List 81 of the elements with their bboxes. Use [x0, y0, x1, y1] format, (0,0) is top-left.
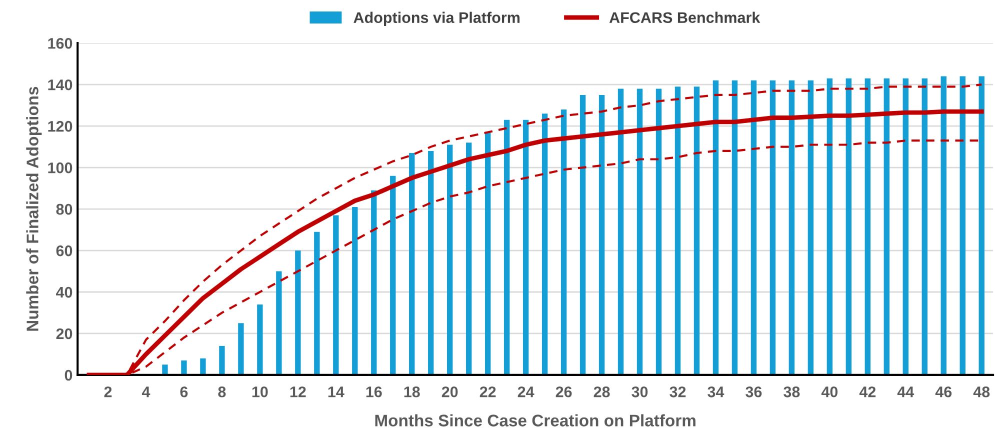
x-tick-label: 20	[442, 386, 458, 398]
x-tick-label: 24	[518, 386, 534, 398]
bar	[788, 80, 795, 375]
bar	[219, 346, 225, 375]
bar	[750, 80, 757, 375]
bar	[598, 94, 605, 375]
y-tick-label: 20	[56, 328, 72, 340]
bar	[314, 232, 320, 375]
bar	[504, 120, 510, 375]
bar	[522, 120, 529, 375]
bar	[352, 206, 358, 375]
bar	[826, 78, 833, 375]
x-tick-label: 22	[480, 386, 496, 398]
bar	[181, 360, 187, 375]
x-axis-title: Months Since Case Creation on Platform	[375, 414, 696, 426]
legend-label: AFCARS Benchmark	[609, 12, 760, 24]
bar	[636, 88, 643, 375]
bar	[371, 190, 377, 375]
legend-label: Adoptions via Platform	[354, 12, 520, 26]
bar	[674, 86, 681, 375]
bar	[656, 88, 662, 375]
bar	[466, 142, 472, 375]
bar	[560, 109, 567, 375]
x-tick-label: 6	[180, 386, 188, 398]
y-tick-label: 0	[64, 370, 72, 381]
bar	[960, 76, 966, 375]
bar	[712, 80, 719, 375]
bar	[390, 176, 396, 375]
bar	[409, 153, 415, 375]
bar	[902, 78, 908, 375]
y-tick-label: 160	[48, 38, 72, 49]
x-tick-label: 16	[366, 386, 382, 398]
x-tick-label: 18	[404, 386, 420, 398]
x-tick-label: 12	[290, 386, 306, 398]
y-tick-label: 60	[56, 245, 72, 256]
y-tick-label: 40	[56, 286, 72, 298]
y-axis-title: Number of Finalized Adoptions	[26, 86, 42, 331]
bar	[238, 323, 244, 375]
bar	[162, 364, 168, 375]
x-tick-label: 48	[973, 386, 990, 398]
x-tick-label: 30	[632, 386, 648, 398]
y-tick-label: 80	[56, 204, 72, 215]
bar	[447, 144, 453, 375]
bar	[580, 94, 586, 375]
bar	[618, 88, 624, 375]
bar	[864, 78, 871, 375]
bar	[978, 76, 984, 375]
x-tick-label: 4	[142, 386, 150, 398]
bar	[333, 215, 339, 375]
x-tick-label: 2	[104, 386, 112, 398]
y-tick-label: 120	[48, 120, 72, 132]
x-tick-label: 42	[859, 386, 876, 398]
x-tick-label: 28	[594, 386, 610, 398]
x-tick-label: 44	[897, 386, 914, 398]
x-tick-label: 40	[821, 386, 838, 398]
x-tick-label: 46	[935, 386, 952, 398]
bar	[484, 132, 491, 375]
bar	[770, 80, 776, 375]
x-tick-label: 14	[328, 386, 344, 398]
bar	[732, 80, 738, 375]
bar	[542, 114, 548, 375]
bar	[884, 78, 890, 375]
x-tick-label: 38	[784, 386, 800, 398]
x-tick-label: 26	[556, 386, 572, 398]
bar	[276, 271, 282, 375]
bar	[846, 78, 852, 375]
bar	[200, 358, 206, 375]
bar	[257, 304, 263, 375]
x-tick-label: 8	[218, 386, 226, 398]
x-tick-label: 34	[708, 386, 724, 398]
x-tick-label: 32	[670, 386, 686, 398]
bar	[295, 250, 301, 375]
y-tick-label: 140	[48, 79, 72, 90]
x-tick-label: 10	[252, 386, 268, 398]
bar	[694, 86, 700, 375]
bar	[808, 80, 814, 375]
bar	[922, 78, 928, 375]
bar	[940, 76, 946, 375]
bar	[428, 150, 434, 375]
x-tick-label: 36	[746, 386, 762, 398]
y-tick-label: 100	[48, 162, 72, 174]
